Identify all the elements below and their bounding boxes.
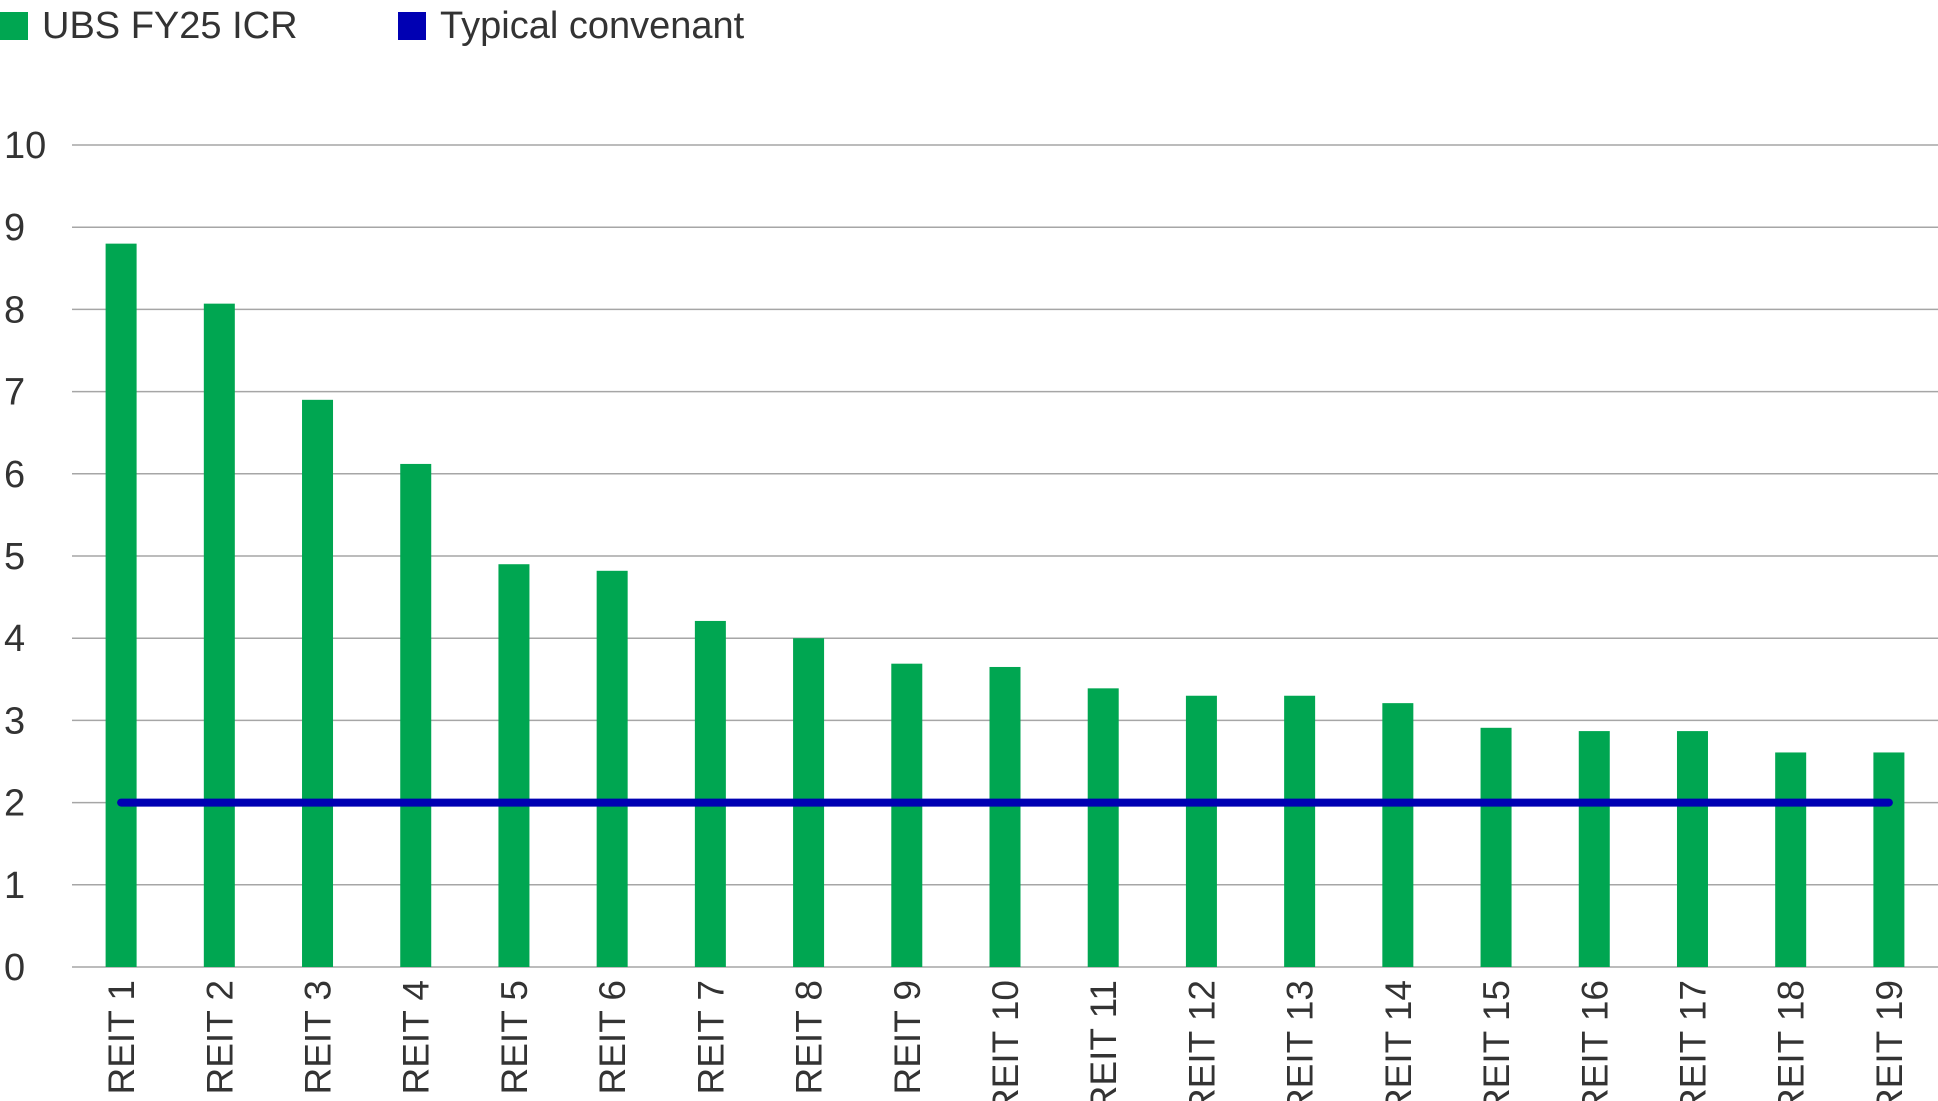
x-category-label: REIT 8 [789, 980, 830, 1094]
bar-3 [302, 399, 334, 967]
y-tick-label: 10 [4, 125, 46, 167]
y-tick-label: 3 [4, 700, 25, 742]
bar-14 [1382, 703, 1414, 967]
bar-9 [891, 663, 923, 967]
x-category-label: REIT 17 [1672, 980, 1713, 1101]
bar-17 [1676, 731, 1708, 967]
bar-2 [203, 303, 235, 967]
x-category-label: REIT 2 [199, 980, 240, 1094]
x-category-label: REIT 3 [298, 980, 339, 1094]
legend-swatch-covenant [398, 12, 426, 40]
bar-12 [1185, 695, 1217, 967]
y-tick-label: 4 [4, 618, 25, 660]
x-category-label: REIT 5 [494, 980, 535, 1094]
x-category-label: REIT 6 [592, 980, 633, 1094]
x-category-label: REIT 19 [1869, 980, 1910, 1101]
y-tick-label: 0 [4, 947, 25, 989]
x-category-label: REIT 1 [101, 980, 142, 1094]
y-tick-label: 1 [4, 865, 25, 907]
bar-5 [498, 564, 530, 967]
bars [105, 243, 1905, 967]
x-category-label: REIT 15 [1476, 980, 1517, 1101]
y-tick-label: 7 [4, 372, 25, 414]
y-tick-label: 9 [4, 207, 25, 249]
legend: UBS FY25 ICR Typical convenant [0, 5, 745, 47]
bar-7 [694, 620, 726, 967]
bar-1 [105, 243, 137, 967]
x-category-label: REIT 16 [1574, 980, 1615, 1101]
x-axis-labels: REIT 1 REIT 2 REIT 3 REIT 4 REIT 5 REIT 6 REIT… [101, 980, 1910, 1101]
x-category-label: REIT 10 [985, 980, 1026, 1101]
y-axis-labels: 0 1 2 3 4 5 6 7 8 9 10 [4, 125, 46, 989]
x-category-label: REIT 7 [690, 980, 731, 1094]
bar-15 [1480, 727, 1512, 967]
x-category-label: REIT 18 [1771, 980, 1812, 1101]
x-category-label: REIT 13 [1280, 980, 1321, 1101]
bar-10 [989, 666, 1021, 967]
bar-16 [1578, 731, 1610, 967]
x-category-label: REIT 14 [1378, 980, 1419, 1101]
legend-item-icr: UBS FY25 ICR [0, 5, 298, 47]
x-category-label: REIT 12 [1181, 980, 1222, 1101]
y-tick-label: 5 [4, 536, 25, 578]
bar-13 [1284, 695, 1316, 967]
bar-6 [596, 570, 628, 967]
y-tick-label: 6 [4, 454, 25, 496]
x-category-label: REIT 9 [887, 980, 928, 1094]
x-category-label: REIT 11 [1083, 980, 1124, 1101]
bar-19 [1873, 752, 1905, 967]
legend-swatch-icr [0, 12, 28, 40]
y-tick-label: 2 [4, 783, 25, 825]
y-tick-label: 8 [4, 289, 25, 331]
bar-18 [1775, 752, 1807, 967]
bar-4 [400, 463, 432, 967]
legend-label-covenant: Typical convenant [440, 5, 745, 47]
legend-item-covenant: Typical convenant [398, 5, 745, 47]
bar-11 [1087, 688, 1119, 967]
legend-label-icr: UBS FY25 ICR [42, 5, 298, 47]
x-category-label: REIT 4 [396, 980, 437, 1094]
